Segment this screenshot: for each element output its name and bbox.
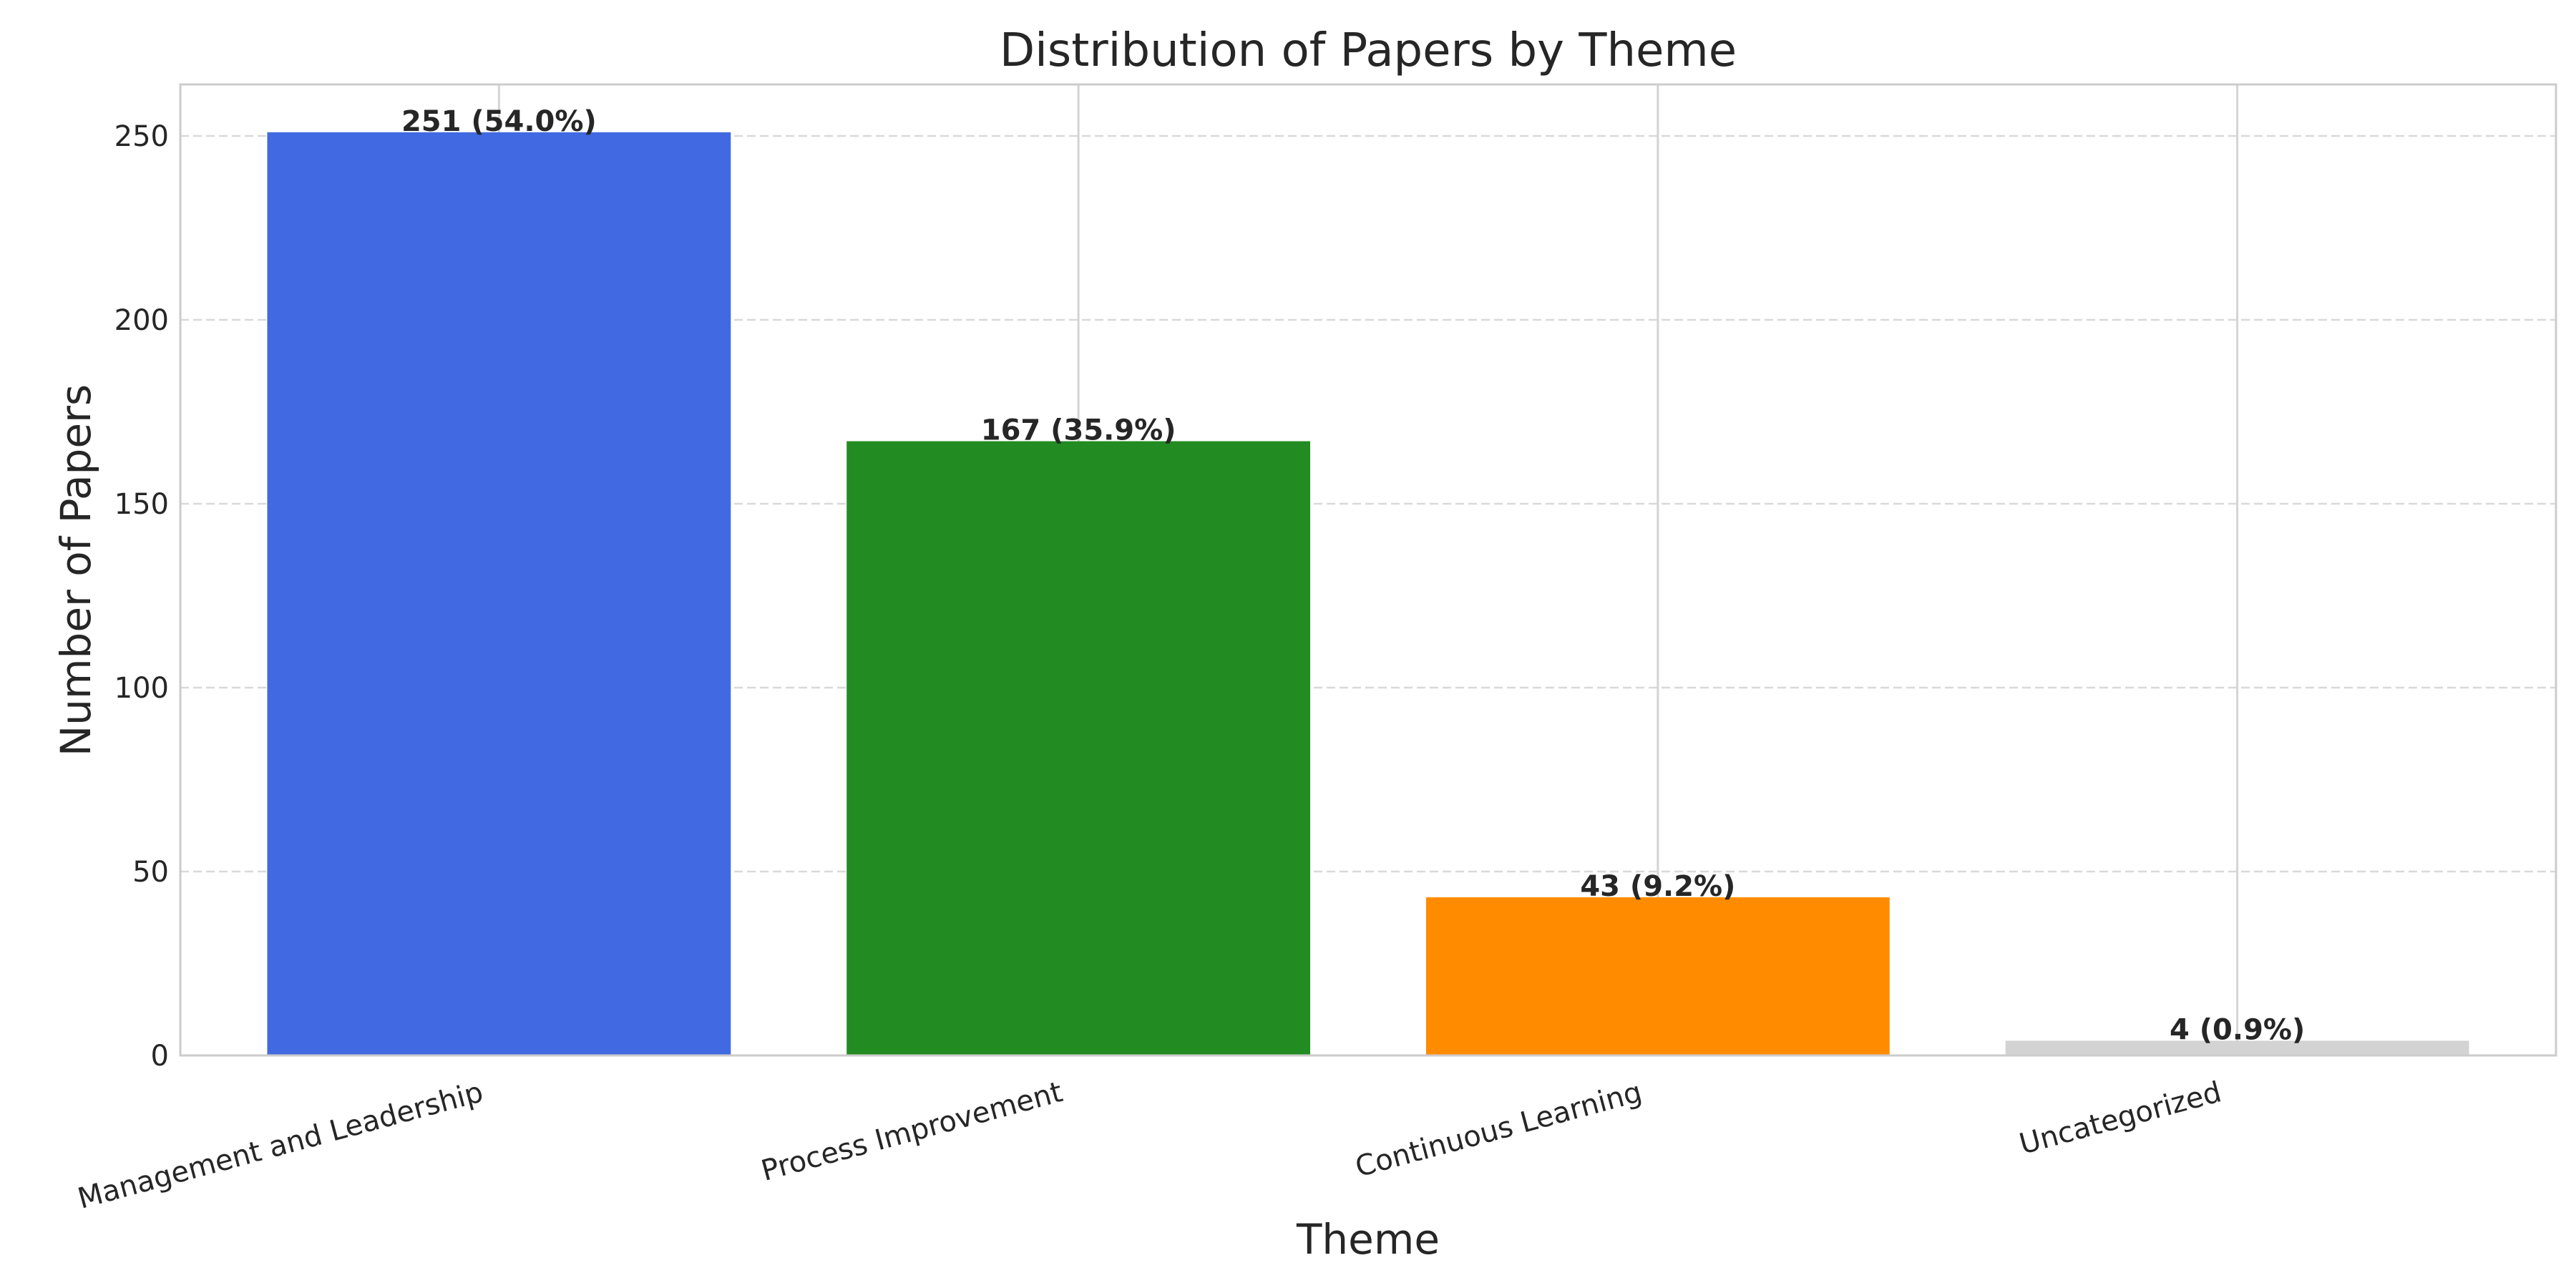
bars xyxy=(267,132,2469,1055)
y-tick-label: 100 xyxy=(114,672,169,705)
x-tick-label: Management and Leadership xyxy=(74,1075,487,1216)
data-label: 4 (0.9%) xyxy=(2170,1013,2305,1046)
bar xyxy=(2005,1040,2469,1055)
y-axis-ticks: 0 50 100 150 200 250 xyxy=(114,120,169,1073)
x-tick-label: Uncategorized xyxy=(2016,1075,2225,1161)
y-tick-label: 150 xyxy=(114,488,169,521)
y-axis-label: Number of Papers xyxy=(52,384,100,756)
chart-title: Distribution of Papers by Theme xyxy=(1000,24,1737,77)
y-tick-label: 250 xyxy=(114,120,169,153)
data-labels: 251 (54.0%) 167 (35.9%) 43 (9.2%) 4 (0.9%) xyxy=(401,105,2305,1047)
y-tick-label: 0 xyxy=(151,1040,169,1073)
x-tick-label: Continuous Learning xyxy=(1352,1075,1645,1184)
bar xyxy=(847,441,1311,1055)
bar xyxy=(267,132,731,1055)
x-tick-label: Process Improvement xyxy=(758,1075,1066,1188)
data-label: 251 (54.0%) xyxy=(401,105,597,138)
x-axis-categories: Management and Leadership Process Improve… xyxy=(74,1075,2225,1216)
y-tick-label: 200 xyxy=(114,304,169,337)
y-tick-label: 50 xyxy=(132,856,169,889)
x-axis-label: Theme xyxy=(1296,1215,1440,1264)
bar xyxy=(1425,897,1890,1055)
data-label: 43 (9.2%) xyxy=(1580,870,1735,903)
data-label: 167 (35.9%) xyxy=(981,414,1176,447)
plot-frame xyxy=(179,83,2557,1057)
